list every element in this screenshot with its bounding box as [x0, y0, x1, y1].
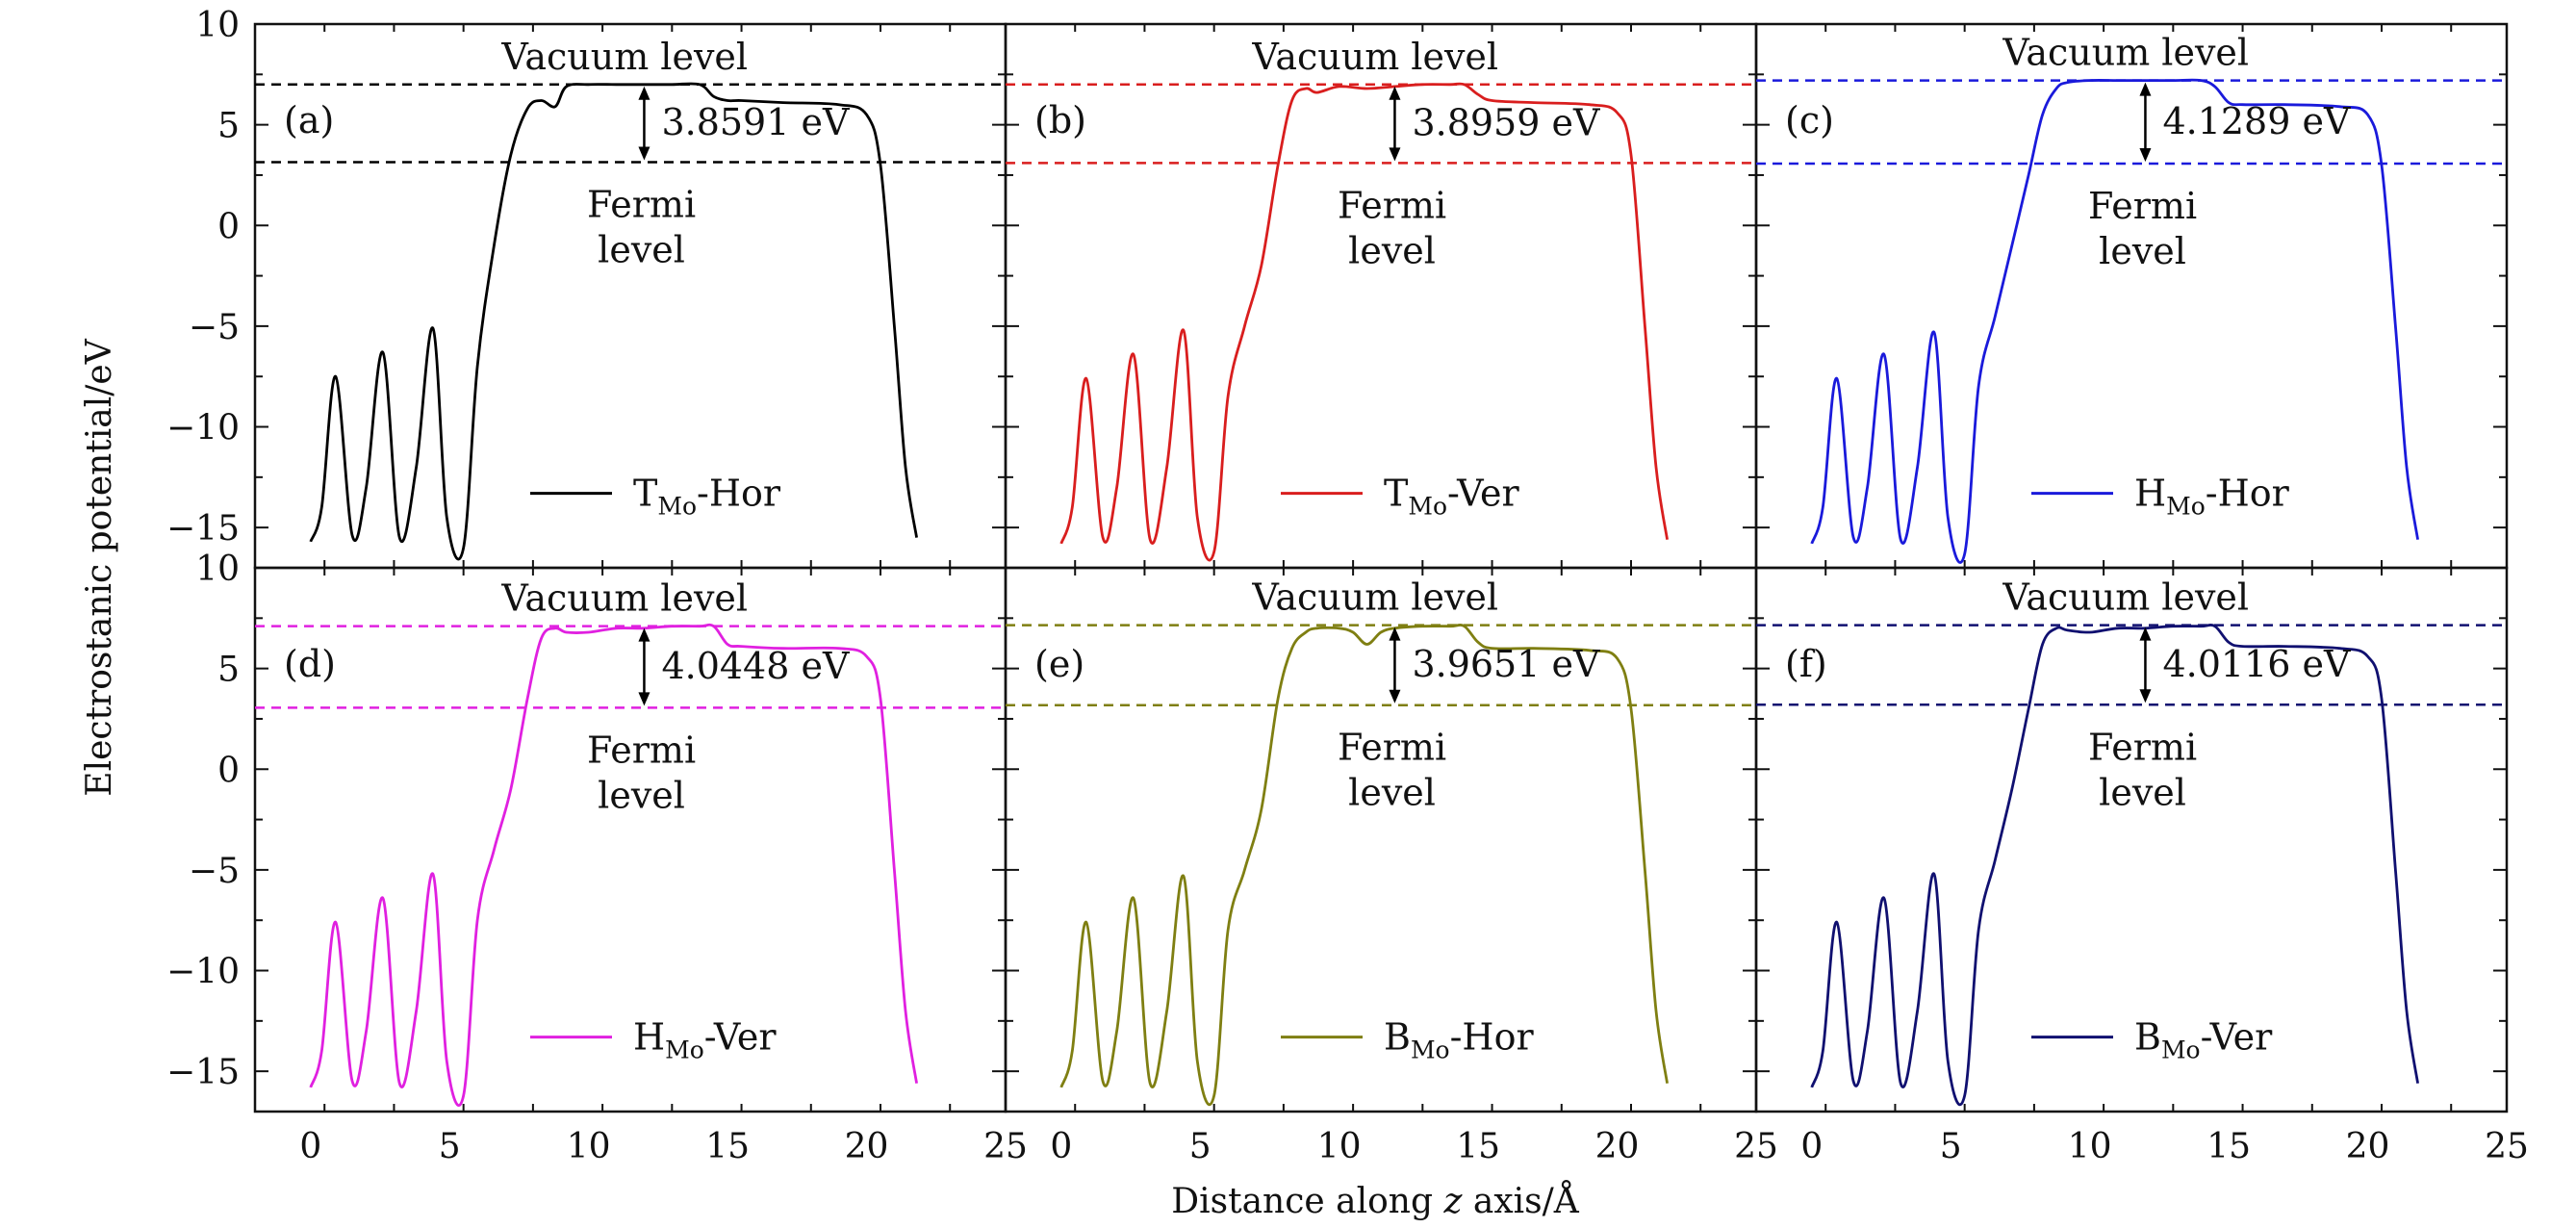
panel-letter: (f) — [1785, 643, 1827, 685]
x-tick-label: 10 — [1317, 1127, 1362, 1166]
legend-label: BMo-Ver — [2134, 1016, 2273, 1064]
x-tick-label: 25 — [1734, 1127, 1778, 1166]
x-tick-label: 10 — [567, 1127, 611, 1166]
y-tick-label: −5 — [189, 852, 240, 891]
panel-letter: (b) — [1034, 99, 1086, 141]
potential-curve-series — [309, 82, 918, 561]
fermi-label-line1: Fermi — [587, 184, 696, 226]
legend-label: TMo-Hor — [633, 473, 781, 521]
arrow-head-up-icon — [1389, 627, 1401, 641]
fermi-label-line2: level — [598, 774, 685, 816]
legend-label: HMo-Hor — [2134, 473, 2290, 521]
y-axis-label: Electrostanic potential/eV — [80, 338, 119, 796]
x-tick-label: 5 — [1940, 1127, 1962, 1166]
arrow-head-up-icon — [1389, 86, 1401, 100]
y-tick-label: 0 — [217, 751, 240, 790]
panel-letter: (c) — [1785, 99, 1834, 141]
arrow-head-down-icon — [1389, 689, 1401, 704]
y-tick-label: 10 — [195, 6, 240, 45]
x-tick-label: 15 — [2206, 1127, 2251, 1166]
panel-letter: (a) — [284, 99, 334, 141]
potential-curve-series — [1059, 624, 1669, 1107]
x-tick-label: 15 — [705, 1127, 750, 1166]
arrow-head-down-icon — [638, 692, 650, 706]
x-tick-label: 25 — [983, 1127, 1028, 1166]
x-axis-label: Distance along z axis/Å — [1171, 1181, 1579, 1221]
fermi-label-line2: level — [2099, 230, 2186, 272]
vacuum-level-label: Vacuum level — [500, 36, 748, 78]
work-function-value: 4.0448 eV — [661, 645, 850, 687]
y-tick-label: −15 — [166, 1053, 240, 1092]
x-tick-label: 0 — [1050, 1127, 1072, 1166]
fermi-label-line2: level — [598, 229, 685, 271]
legend-label: TMo-Ver — [1384, 473, 1520, 521]
arrow-head-down-icon — [1389, 147, 1401, 162]
fermi-label-line1: Fermi — [1338, 727, 1446, 769]
panel-frame — [1754, 566, 2509, 1113]
vacuum-level-label: Vacuum level — [2002, 32, 2249, 74]
vacuum-level-label: Vacuum level — [2002, 576, 2249, 619]
y-tick-label: 5 — [217, 651, 240, 690]
fermi-label-line1: Fermi — [587, 729, 696, 771]
x-tick-label: 10 — [2068, 1127, 2112, 1166]
x-tick-label: 0 — [1800, 1127, 1823, 1166]
work-function-value: 4.1289 eV — [2162, 100, 2351, 142]
y-tick-label: 10 — [195, 550, 240, 589]
work-function-value: 3.8959 eV — [1412, 102, 1600, 144]
arrow-head-down-icon — [2139, 148, 2152, 163]
x-tick-label: 5 — [1189, 1127, 1211, 1166]
x-tick-label: 0 — [299, 1127, 321, 1166]
potential-curve-series — [309, 623, 918, 1108]
x-tick-label: 20 — [2346, 1127, 2390, 1166]
fermi-label-line2: level — [1348, 772, 1436, 814]
y-tick-label: 0 — [217, 207, 240, 246]
fermi-label-line2: level — [2099, 771, 2186, 813]
x-tick-label: 25 — [2485, 1127, 2529, 1166]
panel-letter: (d) — [284, 643, 336, 685]
vacuum-level-label: Vacuum level — [500, 577, 748, 620]
vacuum-level-label: Vacuum level — [1251, 36, 1498, 78]
work-function-value: 4.0116 eV — [2162, 643, 2351, 685]
vacuum-level-label: Vacuum level — [1251, 576, 1498, 619]
arrow-head-down-icon — [2139, 689, 2152, 704]
x-tick-label: 15 — [1456, 1127, 1500, 1166]
arrow-head-up-icon — [2139, 627, 2152, 641]
legend-label: HMo-Ver — [633, 1016, 777, 1064]
potential-curve-series — [1059, 82, 1669, 562]
work-function-value: 3.9651 eV — [1412, 643, 1600, 685]
x-tick-label: 20 — [845, 1127, 889, 1166]
potential-curve-series — [1810, 624, 2419, 1107]
work-function-value: 3.8591 eV — [661, 101, 850, 143]
fermi-label-line2: level — [1348, 229, 1436, 271]
x-tick-label: 20 — [1595, 1127, 1640, 1166]
arrow-head-down-icon — [638, 146, 650, 161]
fermi-label-line1: Fermi — [1338, 184, 1446, 226]
legend-label: BMo-Hor — [1384, 1016, 1534, 1064]
arrow-head-up-icon — [638, 627, 650, 642]
arrow-head-up-icon — [638, 86, 650, 100]
panel-letter: (e) — [1034, 643, 1084, 685]
arrow-head-up-icon — [2139, 82, 2152, 96]
fermi-label-line1: Fermi — [2088, 185, 2197, 227]
y-tick-label: −15 — [166, 509, 240, 549]
y-tick-label: −10 — [166, 953, 240, 992]
y-tick-label: −10 — [166, 409, 240, 448]
potential-curve-series — [1810, 78, 2419, 564]
x-tick-label: 5 — [439, 1127, 461, 1166]
fermi-label-line1: Fermi — [2088, 726, 2197, 768]
y-tick-label: 5 — [217, 107, 240, 146]
y-tick-label: −5 — [189, 308, 240, 347]
